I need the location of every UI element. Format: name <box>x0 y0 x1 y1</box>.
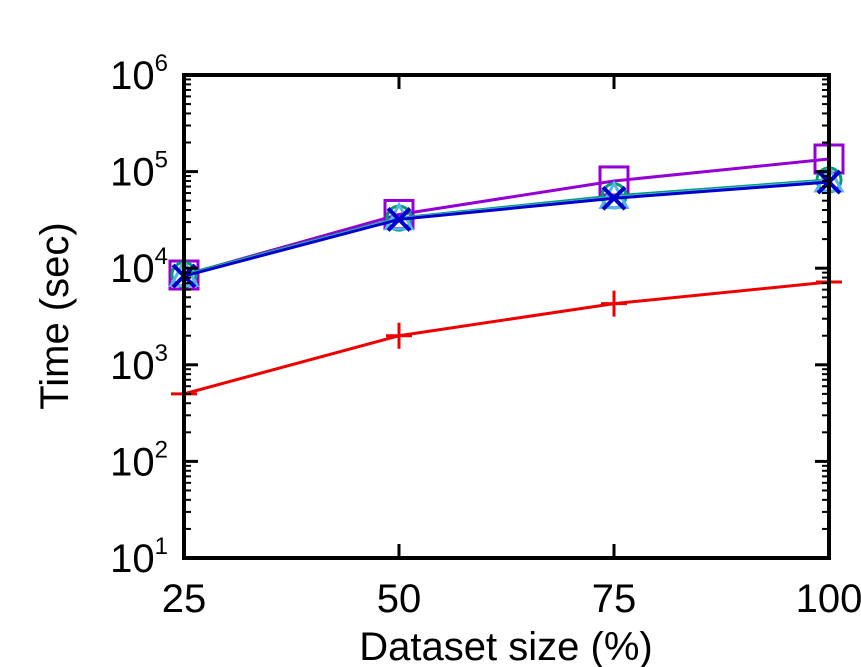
plus-marker <box>601 290 627 317</box>
series-line <box>183 157 830 277</box>
y-tick-label: 102 <box>110 436 168 484</box>
series-line <box>183 179 830 277</box>
y-tick-label: 105 <box>110 147 168 195</box>
plus-marker <box>386 322 412 349</box>
x-tick-label: 50 <box>377 577 422 621</box>
x-axis-title: Dataset size (%) <box>359 625 652 667</box>
y-tick-label: 106 <box>110 50 168 98</box>
series-line <box>183 178 830 276</box>
series-layer <box>168 143 845 407</box>
series-1 <box>168 143 845 291</box>
x-marker <box>601 185 627 211</box>
series-4 <box>171 169 842 289</box>
x-tick-label: 25 <box>162 577 207 621</box>
plot-frame <box>182 73 831 560</box>
y-tick-label: 101 <box>110 533 168 581</box>
triangle-marker <box>383 201 415 231</box>
series-2 <box>170 166 843 289</box>
x-tick-label: 75 <box>592 577 637 621</box>
series-5 <box>171 268 842 407</box>
x-tick-label: 100 <box>796 577 861 621</box>
y-axis-title: Time (sec) <box>33 222 77 409</box>
tick-layer <box>182 73 831 560</box>
triangle-marker <box>598 180 630 209</box>
series-3 <box>168 163 845 288</box>
label-layer: 101 102 103 104 105 106 25 50 75 100 <box>110 50 861 621</box>
x-marker <box>386 206 412 232</box>
series-line <box>183 280 830 396</box>
y-tick-label: 104 <box>110 243 168 291</box>
series-line <box>183 180 830 278</box>
y-tick-label: 103 <box>110 340 168 388</box>
